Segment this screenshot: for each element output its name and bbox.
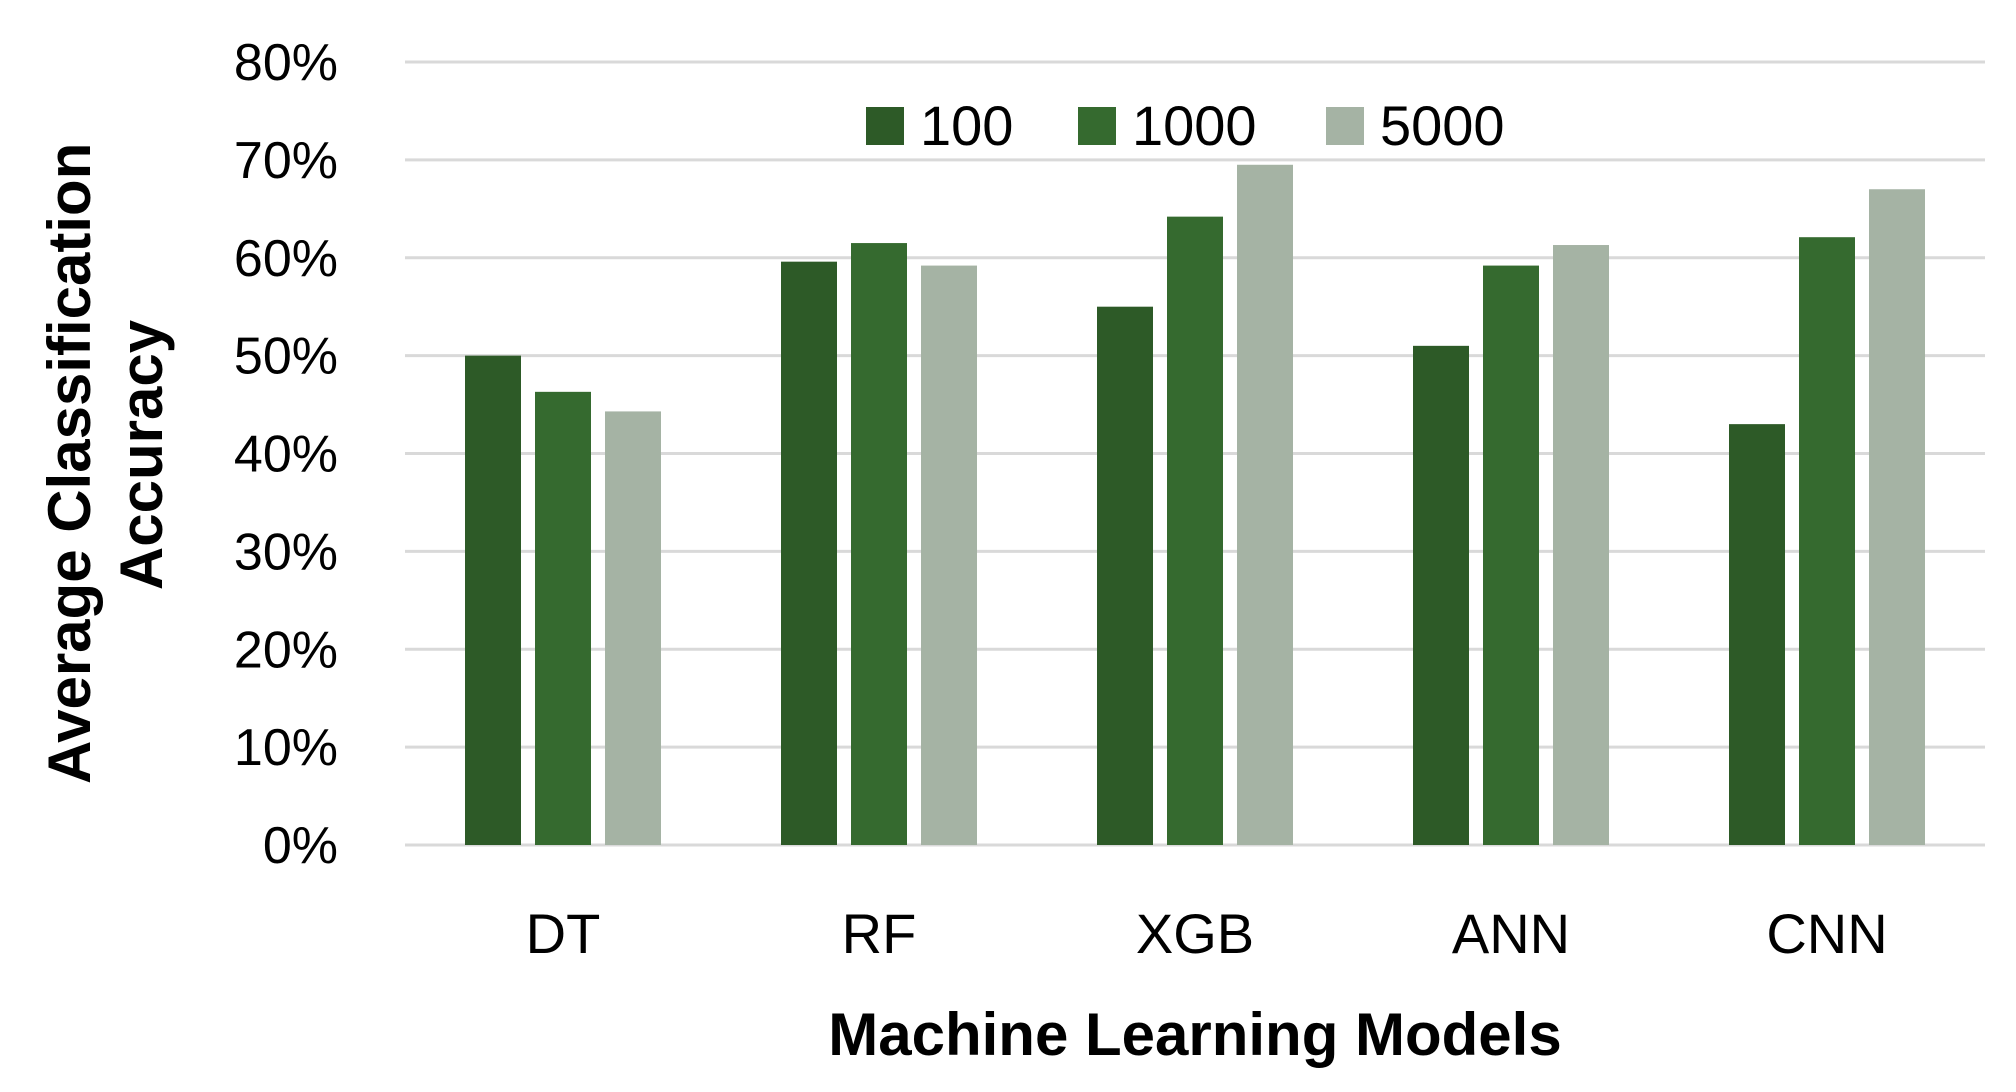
y-tick-label: 80%: [234, 34, 338, 92]
bar-ann-1000: [1483, 265, 1539, 846]
bar-rf-5000: [921, 265, 977, 846]
y-tick-label: 50%: [234, 328, 338, 386]
bar-cnn-1000: [1799, 237, 1855, 846]
bar-xgb-100: [1097, 306, 1153, 845]
bar-ann-5000: [1553, 245, 1609, 845]
bars: [465, 164, 1925, 846]
bar-ann-100: [1413, 345, 1469, 845]
x-category-label: RF: [842, 902, 917, 965]
y-axis-title-line-1: Average Classification: [36, 143, 103, 784]
legend-label-1000: 1000: [1132, 94, 1257, 157]
legend-label-5000: 5000: [1380, 94, 1505, 157]
bar-dt-5000: [605, 411, 661, 845]
y-axis-title-line-2: Accuracy: [108, 319, 175, 590]
bar-dt-1000: [535, 391, 591, 845]
bar-rf-1000: [851, 243, 907, 846]
legend-label-100: 100: [920, 94, 1013, 157]
x-category-label: XGB: [1136, 902, 1254, 965]
x-category-label: ANN: [1452, 902, 1570, 965]
y-axis-title: Average Classification Accuracy: [36, 126, 175, 784]
bar-dt-100: [465, 355, 521, 845]
y-tick-label: 20%: [234, 621, 338, 679]
y-tick-label: 40%: [234, 426, 338, 484]
legend: 100 1000 5000: [866, 94, 1505, 157]
legend-swatch-5000: [1326, 107, 1364, 145]
y-axis-ticks: 0% 10% 20% 30% 40% 50% 60% 70% 80%: [234, 34, 338, 875]
y-tick-label: 70%: [234, 132, 338, 190]
x-axis-categories: DT RF XGB ANN CNN: [526, 902, 1888, 965]
bar-cnn-100: [1729, 424, 1785, 845]
legend-swatch-100: [866, 107, 904, 145]
y-tick-label: 0%: [263, 817, 338, 875]
x-axis-title: Machine Learning Models: [828, 1001, 1561, 1068]
bar-xgb-1000: [1167, 216, 1223, 845]
y-tick-label: 30%: [234, 523, 338, 581]
x-category-label: DT: [526, 902, 601, 965]
bar-rf-100: [781, 261, 837, 845]
legend-swatch-1000: [1078, 107, 1116, 145]
bar-cnn-5000: [1869, 189, 1925, 846]
y-tick-label: 10%: [234, 719, 338, 777]
x-category-label: CNN: [1766, 902, 1887, 965]
y-tick-label: 60%: [234, 230, 338, 288]
bar-xgb-5000: [1237, 164, 1293, 846]
